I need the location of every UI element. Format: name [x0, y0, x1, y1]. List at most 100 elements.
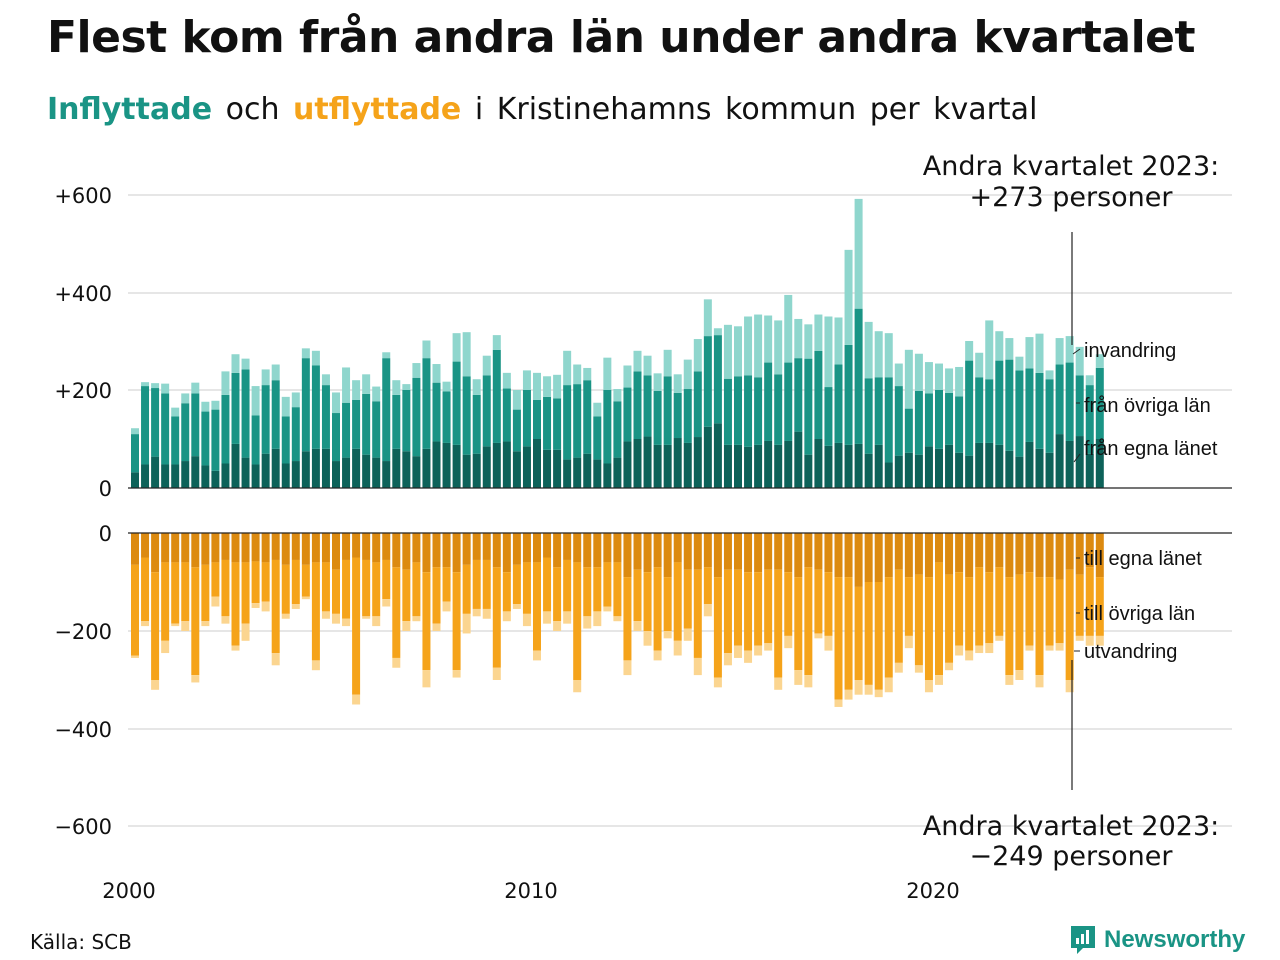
bar-in-other-counties: [251, 415, 260, 465]
bar-out-emigration: [744, 650, 753, 663]
bar-in-other-counties: [1035, 372, 1044, 449]
bar-out-other-counties: [633, 569, 642, 622]
quarter-bar: [613, 389, 622, 622]
bar-in-immigration: [181, 393, 190, 404]
bar-in-own-county: [171, 464, 180, 488]
quarter-bar: [884, 333, 893, 693]
bar-out-emigration: [1025, 645, 1034, 651]
bar-in-own-county: [241, 457, 250, 488]
bar-in-own-county: [392, 448, 401, 488]
bar-out-emigration: [512, 604, 521, 609]
bar-out-other-counties: [512, 564, 521, 605]
bar-in-immigration: [352, 380, 361, 400]
bar-in-immigration: [553, 374, 562, 399]
quarter-bar: [914, 353, 923, 673]
bar-out-emigration: [432, 623, 441, 631]
bar-in-other-counties: [814, 350, 823, 439]
bar-out-other-counties: [824, 572, 833, 636]
quarter-bar: [834, 317, 843, 707]
bar-in-own-county: [834, 442, 843, 488]
bar-out-other-counties: [985, 572, 994, 644]
bar-in-own-county: [854, 443, 863, 488]
bar-in-other-counties: [442, 391, 451, 443]
quarter-bar: [653, 373, 662, 661]
quarter-bar: [774, 320, 783, 690]
bar-out-emigration: [382, 599, 391, 607]
bar-out-emigration: [563, 611, 572, 624]
quarter-bar: [965, 341, 974, 661]
bar-in-immigration: [975, 352, 984, 378]
bar-in-other-counties: [975, 377, 984, 443]
bar-in-other-counties: [1005, 359, 1014, 451]
bar-out-other-counties: [241, 562, 250, 624]
bar-in-other-counties: [1095, 367, 1104, 439]
bar-in-immigration: [201, 401, 210, 412]
bar-in-immigration: [573, 364, 582, 385]
bar-out-own-county: [955, 533, 964, 573]
bar-in-other-counties: [553, 398, 562, 450]
bar-in-other-counties: [1015, 370, 1024, 457]
bar-out-emigration: [1075, 635, 1084, 641]
bar-in-other-counties: [904, 408, 913, 453]
bar-out-own-county: [1055, 533, 1064, 580]
bar-in-own-county: [251, 464, 260, 488]
bar-in-immigration: [683, 359, 692, 390]
bar-in-own-county: [844, 444, 853, 488]
bar-in-other-counties: [754, 377, 763, 445]
bar-in-immigration: [794, 318, 803, 359]
bar-in-own-county: [975, 442, 984, 488]
bar-out-other-counties: [211, 562, 220, 597]
bar-out-own-county: [854, 533, 863, 587]
bar-out-own-county: [693, 533, 702, 570]
bar-in-other-counties: [533, 399, 541, 439]
quarter-bar: [533, 372, 541, 661]
bar-in-own-county: [502, 441, 511, 488]
bar-in-other-counties: [342, 402, 351, 458]
bar-out-emigration: [332, 613, 340, 624]
bar-out-emigration: [834, 699, 843, 707]
bar-out-own-county: [533, 533, 541, 563]
bar-out-emigration: [301, 596, 310, 600]
bar-out-own-county: [1065, 533, 1074, 570]
bar-out-emigration: [985, 643, 994, 654]
bar-out-other-counties: [201, 564, 210, 622]
quarter-bar: [593, 402, 602, 627]
bar-out-other-counties: [522, 562, 531, 614]
quarter-bar: [472, 379, 481, 617]
bar-out-own-county: [362, 533, 371, 560]
quarter-bar: [281, 396, 290, 619]
bar-in-other-counties: [744, 375, 753, 447]
bar-out-emigration: [522, 613, 531, 627]
bar-in-immigration: [673, 374, 682, 393]
chart-title: Flest kom från andra län under andra kva…: [47, 12, 1196, 63]
bar-in-other-counties: [462, 376, 471, 455]
bar-in-immigration: [402, 384, 411, 390]
label-from-other-counties: från övriga län: [1084, 395, 1211, 417]
bar-out-own-county: [713, 533, 722, 578]
bar-out-other-counties: [151, 572, 160, 680]
bar-in-immigration: [221, 371, 230, 395]
bar-in-own-county: [402, 451, 411, 488]
bar-in-other-counties: [311, 365, 320, 449]
bar-in-immigration: [804, 324, 813, 359]
quarter-bar: [1075, 346, 1084, 641]
bar-in-own-county: [382, 461, 391, 488]
bar-out-own-county: [945, 533, 954, 575]
quarter-bar: [1015, 356, 1024, 680]
bar-in-own-county: [653, 444, 662, 488]
quarter-bar: [985, 320, 994, 654]
bar-out-other-counties: [583, 567, 592, 617]
bar-in-own-county: [914, 454, 923, 488]
bar-out-other-counties: [573, 562, 582, 680]
bar-out-emigration: [553, 621, 562, 631]
bar-out-other-counties: [935, 562, 943, 676]
bar-in-own-county: [553, 449, 562, 488]
leader-line: [1073, 453, 1081, 463]
bar-in-other-counties: [211, 409, 220, 471]
bar-in-immigration: [703, 299, 712, 337]
bar-out-other-counties: [603, 562, 612, 607]
bar-out-other-counties: [914, 574, 923, 666]
quarter-bar: [422, 340, 431, 688]
bar-out-emigration: [894, 662, 903, 673]
bar-out-own-county: [914, 533, 923, 575]
